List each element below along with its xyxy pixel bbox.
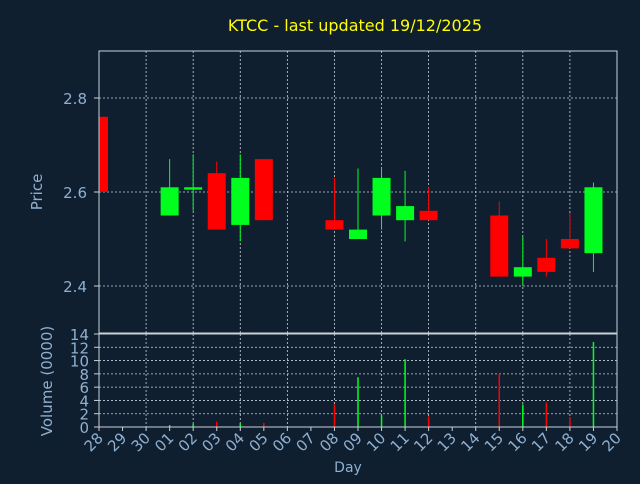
day-tick-label: 06 xyxy=(269,429,295,455)
day-tick-label: 05 xyxy=(245,429,271,455)
day-tick-label: 14 xyxy=(457,429,483,455)
volume-tick-label: 4 xyxy=(79,392,89,410)
volume-bar xyxy=(569,417,571,427)
candle-body xyxy=(560,239,579,249)
day-tick-label: 16 xyxy=(504,429,530,455)
day-tick-label: 29 xyxy=(104,429,130,455)
day-tick-label: 12 xyxy=(410,429,436,455)
volume-bar xyxy=(168,425,171,427)
day-tick-label: 13 xyxy=(434,429,460,455)
candle-body xyxy=(207,173,226,230)
candle-body xyxy=(584,187,603,254)
day-tick-label: 10 xyxy=(363,429,389,455)
candle-body xyxy=(372,177,391,216)
price-tick-label: 2.8 xyxy=(63,90,87,108)
volume-tick-label: 12 xyxy=(70,339,89,357)
volume-bar xyxy=(380,415,383,427)
day-axis-label: Day xyxy=(334,460,362,476)
day-tick-label: 19 xyxy=(575,429,601,455)
price-tick-label: 2.6 xyxy=(63,184,87,202)
volume-tick-label: 8 xyxy=(79,366,89,384)
volume-bar xyxy=(498,373,501,427)
volume-bar xyxy=(263,423,265,427)
price-panel-frame xyxy=(98,50,618,334)
volume-tick-label: 0 xyxy=(79,419,89,437)
candle-body xyxy=(184,187,203,190)
day-tick-label: 08 xyxy=(316,429,342,455)
volume-tick-label: 10 xyxy=(70,353,89,371)
candle-body xyxy=(490,215,509,277)
day-tick-label: 17 xyxy=(528,429,554,455)
volume-bar xyxy=(404,359,406,427)
candle-body xyxy=(231,177,250,225)
volume-tick-label: 2 xyxy=(79,406,89,424)
candle-body xyxy=(419,210,438,221)
day-tick-label: 04 xyxy=(222,429,248,455)
candle-body xyxy=(99,116,108,192)
day-tick-label: 03 xyxy=(198,429,224,455)
day-tick-label: 07 xyxy=(293,429,319,455)
day-tick-label: 02 xyxy=(175,429,201,455)
candle-body xyxy=(254,159,273,221)
volume-axis-label: Volume (0000) xyxy=(38,326,56,436)
candle-body xyxy=(325,220,344,230)
volume-bar xyxy=(357,377,359,427)
day-tick-label: 09 xyxy=(340,429,366,455)
volume-bar xyxy=(427,416,430,427)
volume-tick-label: 6 xyxy=(79,379,89,397)
volume-bar xyxy=(333,404,336,427)
day-tick-label: 01 xyxy=(151,429,177,455)
day-tick-label: 15 xyxy=(481,429,507,455)
candle-body xyxy=(349,229,367,239)
day-tick-label: 11 xyxy=(387,429,413,455)
candle-body xyxy=(513,267,532,277)
volume-tick-label: 14 xyxy=(70,326,89,344)
price-axis-label: Price xyxy=(28,174,46,211)
price-tick-label: 2.4 xyxy=(63,278,87,296)
volume-bar xyxy=(192,423,194,427)
chart-title: KTCC - last updated 19/12/2025 xyxy=(228,16,482,35)
volume-bar xyxy=(592,341,595,427)
day-tick-label: 18 xyxy=(552,429,578,455)
volume-bar xyxy=(545,402,548,427)
volume-bar xyxy=(522,404,524,427)
volume-bar xyxy=(239,423,242,427)
day-tick-label: 30 xyxy=(128,429,154,455)
candle-body xyxy=(160,187,179,216)
candle-body xyxy=(537,257,556,272)
volume-bar xyxy=(215,421,218,427)
candle-body xyxy=(396,206,415,221)
day-tick-label: 20 xyxy=(599,429,625,455)
